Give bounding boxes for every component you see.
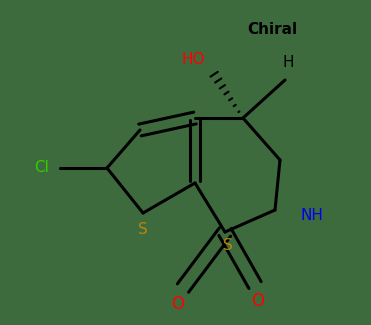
Text: O: O xyxy=(252,292,265,310)
Text: H: H xyxy=(282,55,294,70)
Text: Cl: Cl xyxy=(35,161,49,176)
Text: Chiral: Chiral xyxy=(247,22,297,37)
Text: NH: NH xyxy=(300,207,323,223)
Text: HO: HO xyxy=(181,52,205,67)
Text: O: O xyxy=(171,295,184,313)
Text: S: S xyxy=(223,238,233,253)
Text: S: S xyxy=(138,222,148,237)
